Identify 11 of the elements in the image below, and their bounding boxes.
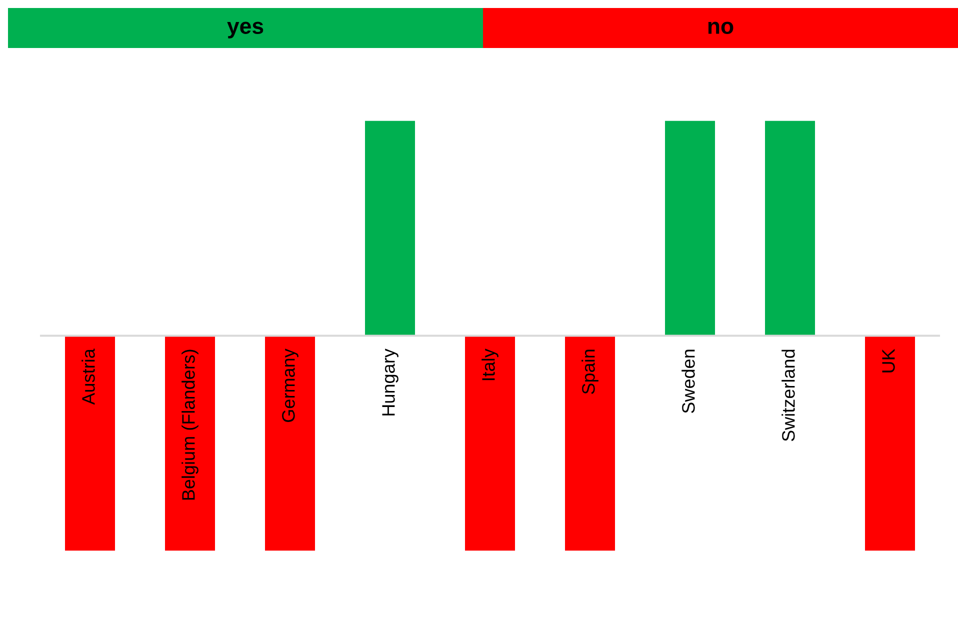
x-tick-label: Sweden xyxy=(682,350,695,414)
x-tick-label: Spain xyxy=(582,350,598,394)
text: yes xyxy=(227,22,264,38)
x-tick-label: Germany xyxy=(282,348,298,422)
x-tick-label: Austria xyxy=(82,348,95,405)
x-tick-label: Italy xyxy=(482,348,498,380)
text: no xyxy=(708,22,734,34)
x-tick-label: UK xyxy=(882,348,895,372)
x-tick-label: Belgium (Flanders) xyxy=(182,350,198,500)
x-tick-label: Switzerland xyxy=(782,350,795,442)
x-tick-label: Hungary xyxy=(382,348,398,416)
